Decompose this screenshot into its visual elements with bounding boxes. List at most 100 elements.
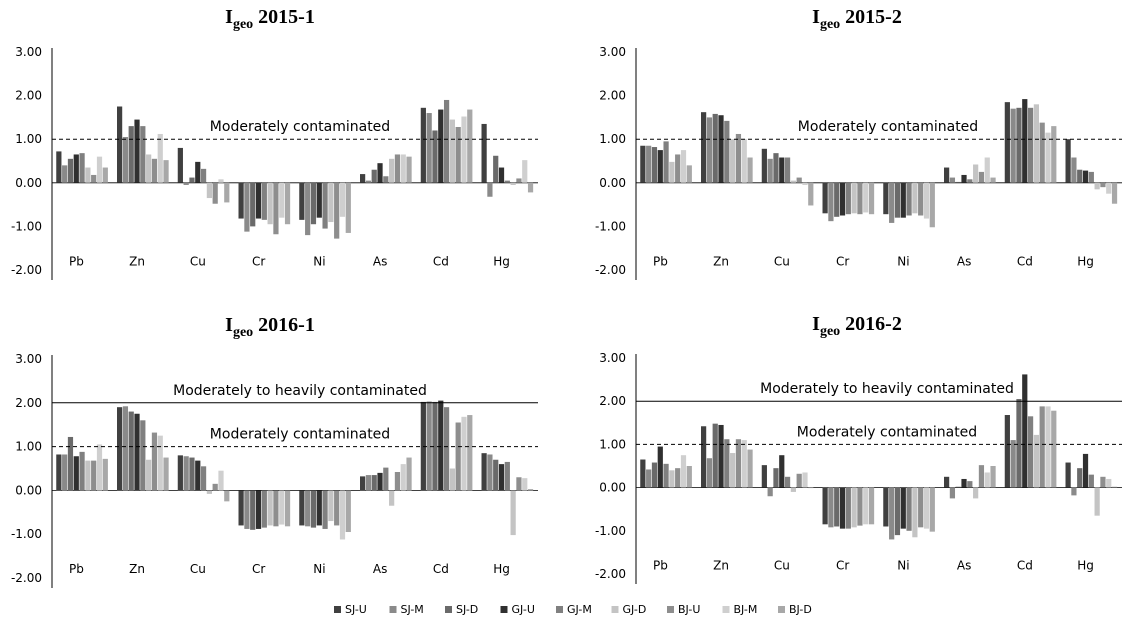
category-label: As [957,254,971,268]
bar-GJ-U-Zn [718,424,724,488]
bar-SJ-M-Ni [889,487,895,540]
panel-title: Igeo 2016-2 [812,313,902,339]
bar-SJ-D-Cr [834,487,840,527]
bar-GJ-D-Cr [267,182,273,225]
category-label: Zn [129,254,145,268]
category-label: Cd [433,562,449,576]
bar-GJ-D-As [973,487,979,499]
bar-BJ-U-Pb [675,154,681,183]
bar-BJ-U-Cd [1039,406,1045,488]
bar-SJ-M-Pb [646,469,652,488]
bar-GJ-D-Cu [206,490,212,494]
bar-BJ-M-Cd [1045,406,1051,488]
bar-GJ-D-Cr [851,487,857,528]
legend-label: SJ-U [345,603,367,616]
bar-BJ-U-Cu [796,473,802,488]
bar-SJ-D-Pb [67,158,74,183]
bar-GJ-D-Pb [669,470,675,488]
threshold-label: Moderately to heavily contaminated [760,381,1014,397]
bar-GJ-M-Pb [79,451,85,491]
bar-SJ-U-Cd [1004,415,1010,488]
bar-BJ-U-As [978,465,985,488]
bar-SJ-D-Pb [67,436,74,491]
bar-BJ-M-Hg [522,478,528,491]
bar-BJ-D-Hg [527,489,534,491]
bar-GJ-D-Cr [267,490,273,526]
bar-BJ-D-Zn [747,449,753,488]
bar-GJ-U-Hg [1082,170,1089,183]
bar-GJ-M-Cr [845,182,851,215]
panel-title: Igeo 2016-1 [225,314,315,340]
bar-GJ-U-As [377,163,383,183]
bar-SJ-M-As [365,180,372,183]
bar-GJ-U-As [377,472,383,491]
panel-1: Igeo 2015-1 3.00 2.00 1.00 0.00 -1.00 -2.00 Pb Z… [11,6,538,280]
bar-GJ-D-Cd [1033,104,1039,183]
bar-BJ-D-Pb [102,458,108,491]
bar-BJ-M-Cu [218,470,224,491]
bar-BJ-M-Cu [218,179,224,183]
bar-GJ-D-Hg [1094,182,1100,190]
bar-GJ-D-As [973,164,979,183]
bar-GJ-D-Zn [730,139,736,183]
category-label: As [373,254,387,268]
bar-SJ-D-As [955,486,961,488]
bar-SJ-U-Hg [481,453,487,491]
title-main: I [225,314,233,336]
bar-BJ-D-Ni [929,182,935,228]
bar-BJ-D-Cr [284,182,291,225]
bar-BJ-U-Zn [151,432,158,491]
y-tick-label: 0.00 [599,481,626,495]
y-tick-label: 0.00 [15,483,42,497]
bar-GJ-M-Cd [443,99,450,183]
bar-BJ-U-Cu [212,483,218,491]
bar-GJ-U-Pb [73,456,79,491]
legend-label: SJ-M [401,603,424,616]
bar-BJ-U-Cu [796,177,802,183]
bar-SJ-D-Cu [773,468,779,488]
bar-SJ-U-As [944,167,950,183]
bar-BJ-U-Ni [918,487,924,528]
bar-BJ-M-As [984,472,990,488]
category-label: Cd [1017,254,1033,268]
bar-BJ-U-Cd [455,422,461,491]
bar-SJ-D-As [955,181,961,183]
bar-BJ-D-Cu [224,490,230,502]
bar-BJ-M-Cu [802,182,808,185]
y-tick-label: 2.00 [599,394,626,408]
bar-SJ-D-Zn [128,126,134,183]
bar-SJ-D-Ni [310,490,317,528]
bar-SJ-M-Pb [646,145,652,183]
bar-SJ-D-Cd [1016,107,1022,183]
bar-GJ-D-Ni [912,487,918,538]
bar-BJ-U-Hg [1100,182,1106,188]
panel-3: Igeo 2016-1 3.00 2.00 1.00 0.00 -1.00 -2.00 Pb Z… [11,314,538,588]
bar-GJ-M-Cr [261,490,267,528]
bar-BJ-M-Pb [680,455,687,488]
legend-swatch-SJ-U [334,606,341,613]
bar-SJ-M-Cd [1010,440,1016,488]
bar-BJ-M-Hg [522,160,528,183]
bar-SJ-D-Zn [712,113,718,183]
category-label: Cd [433,254,449,268]
bar-SJ-D-Pb [651,147,658,183]
bar-BJ-D-Cr [284,490,291,527]
bar-BJ-U-Cd [1039,122,1045,183]
y-tick-label: 1.00 [15,132,42,146]
bar-GJ-U-Pb [73,154,79,183]
bar-BJ-U-As [978,171,985,183]
bar-SJ-D-Hg [493,155,499,183]
bar-GJ-M-Cu [200,466,207,491]
bar-SJ-U-Pb [640,459,646,488]
bar-GJ-U-Pb [657,446,663,488]
bar-GJ-D-Zn [146,154,152,183]
bar-GJ-M-Zn [140,126,146,183]
bar-BJ-D-Cu [808,487,814,489]
bar-BJ-D-Zn [163,160,169,183]
bar-GJ-D-Pb [85,460,91,491]
bar-GJ-D-As [389,158,395,183]
bar-SJ-M-As [949,487,956,499]
bar-SJ-U-Cr [238,490,244,526]
bar-GJ-D-Ni [328,182,334,223]
